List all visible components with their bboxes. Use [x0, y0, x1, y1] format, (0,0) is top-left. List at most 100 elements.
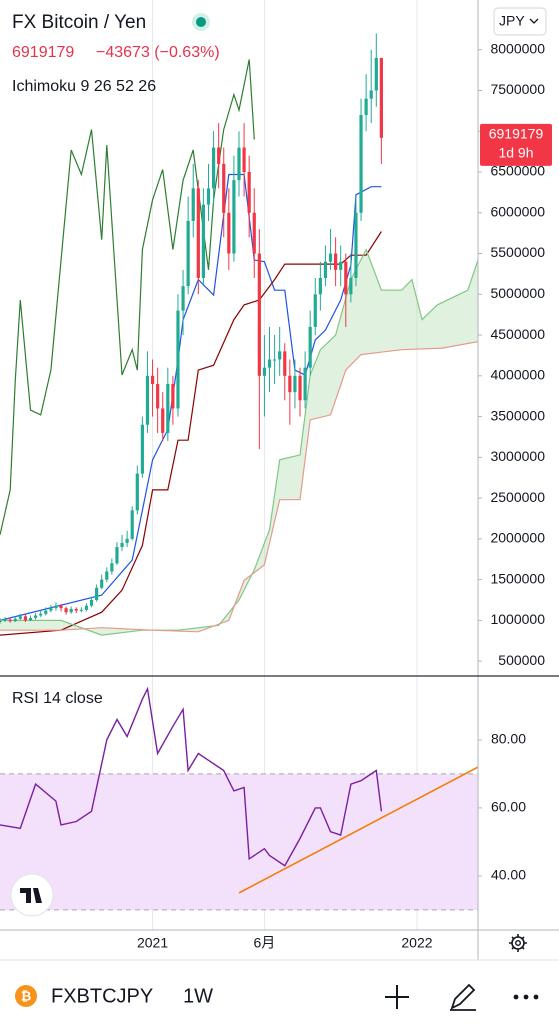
- candle-body: [308, 326, 312, 368]
- candle-body: [79, 609, 83, 611]
- bar-countdown: 1d 9h: [498, 145, 533, 161]
- candle-body: [191, 188, 195, 221]
- candle-body: [64, 608, 68, 613]
- symbol-name[interactable]: FXBTCJPY: [51, 985, 153, 1007]
- candle-body: [227, 212, 231, 254]
- candle-body: [74, 608, 78, 611]
- candle-body: [145, 375, 150, 425]
- y-tick-label: 8000000: [490, 40, 545, 56]
- candle-body: [267, 359, 272, 368]
- market-status-dot: [196, 17, 206, 27]
- candle-body: [334, 253, 338, 270]
- candle-body: [140, 424, 144, 474]
- add-button[interactable]: [385, 985, 409, 1009]
- logo-badge[interactable]: [10, 873, 54, 917]
- candle-body: [0, 620, 2, 623]
- x-tick-label: 6月: [254, 935, 276, 951]
- more-dot: [523, 994, 529, 1000]
- candle-body: [59, 605, 63, 609]
- candle-body: [283, 351, 287, 376]
- y-tick-label: 60.00: [491, 799, 526, 815]
- y-tick-label: 500000: [498, 652, 545, 668]
- candle-body: [328, 253, 333, 262]
- y-tick-label: 6000000: [490, 203, 545, 219]
- currency-label[interactable]: JPY: [499, 13, 525, 29]
- candle-body: [13, 618, 17, 622]
- candle-body: [161, 408, 165, 433]
- candle-body: [288, 375, 292, 393]
- y-tick-label: 2500000: [490, 489, 545, 505]
- candle-body: [54, 605, 58, 609]
- candle-body: [379, 57, 383, 138]
- candle-body: [344, 261, 348, 295]
- settings-button[interactable]: [509, 934, 527, 952]
- price-change: −43673 (−0.63%): [96, 44, 220, 61]
- currency-button[interactable]: [493, 7, 547, 36]
- candle-body: [217, 147, 221, 164]
- candle-body: [247, 172, 251, 213]
- trend-line: [238, 766, 479, 894]
- candle-body: [176, 310, 180, 409]
- candle-body: [303, 367, 307, 401]
- candle-body: [44, 610, 48, 614]
- candle-body: [257, 253, 261, 376]
- candle-body: [242, 147, 246, 173]
- candle-body: [130, 510, 134, 539]
- candle-body: [201, 204, 206, 278]
- candle-body: [222, 163, 226, 213]
- symbol-icon-glyph: ₿: [21, 988, 32, 1003]
- y-tick-label: 1000000: [490, 611, 545, 627]
- candle-body: [115, 547, 119, 564]
- interval[interactable]: 1W: [183, 985, 213, 1007]
- candle-body: [95, 587, 99, 600]
- x-tick-label: 2021: [137, 935, 168, 951]
- gear-hub: [515, 940, 522, 947]
- candle-body: [49, 608, 53, 611]
- last-price: 6919179: [12, 44, 74, 61]
- y-tick-label: 80.00: [491, 731, 526, 747]
- candle-body: [354, 212, 358, 278]
- candle-body: [156, 383, 160, 409]
- y-tick-label: 3000000: [490, 448, 545, 464]
- candle-body: [232, 180, 236, 254]
- ichimoku-line: [0, 231, 382, 636]
- candle-body: [181, 286, 185, 311]
- y-tick-label: 3500000: [490, 407, 545, 423]
- symbol-icon: [15, 985, 37, 1007]
- candle-body: [196, 188, 200, 278]
- candle-body: [110, 563, 114, 572]
- plot-layer: [0, 0, 479, 930]
- candle-body: [69, 608, 73, 613]
- candle-body: [313, 294, 317, 327]
- candle-body: [28, 617, 33, 621]
- candle-body: [211, 147, 216, 189]
- more-dot: [533, 994, 539, 1000]
- candle-body: [237, 147, 241, 181]
- y-tick-label: 4500000: [490, 326, 545, 342]
- candle-body: [105, 571, 109, 580]
- y-tick-label: 7500000: [490, 81, 545, 97]
- x-tick-label: 2022: [401, 935, 432, 951]
- candle-body: [349, 277, 353, 295]
- currency-caret: [529, 18, 539, 24]
- ichimoku-cloud: [0, 249, 478, 636]
- indicator-label[interactable]: Ichimoku 9 26 52 26: [12, 78, 156, 95]
- ichimoku-line: [0, 248, 479, 636]
- candle-body: [364, 98, 368, 115]
- candle-body: [100, 579, 104, 588]
- candle-body: [369, 90, 373, 99]
- rsi-band: [0, 773, 478, 910]
- ichimoku-line: [0, 59, 255, 535]
- candle-body: [298, 375, 302, 401]
- candle-body: [374, 57, 378, 91]
- candle-body: [3, 619, 7, 621]
- gear-teeth: [509, 934, 527, 952]
- candle-body: [206, 188, 211, 205]
- rsi-title: RSI 14 close: [12, 690, 103, 707]
- rsi-line: [0, 686, 383, 867]
- candle-body: [339, 261, 343, 270]
- draw-button[interactable]: [450, 983, 476, 1011]
- candle-body: [135, 473, 139, 511]
- more-button[interactable]: [513, 994, 539, 1000]
